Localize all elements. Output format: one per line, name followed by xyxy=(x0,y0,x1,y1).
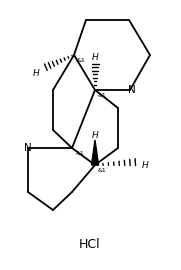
Text: H: H xyxy=(92,53,98,62)
Text: &1: &1 xyxy=(98,93,107,98)
Text: &1: &1 xyxy=(76,151,85,156)
Text: HCl: HCl xyxy=(79,238,101,251)
Polygon shape xyxy=(92,140,98,165)
Text: H: H xyxy=(92,130,98,140)
Text: N: N xyxy=(128,85,136,95)
Text: H: H xyxy=(33,69,39,77)
Text: H: H xyxy=(142,160,148,170)
Text: &1: &1 xyxy=(98,168,107,173)
Text: &1: &1 xyxy=(77,58,86,63)
Text: N: N xyxy=(24,143,32,153)
